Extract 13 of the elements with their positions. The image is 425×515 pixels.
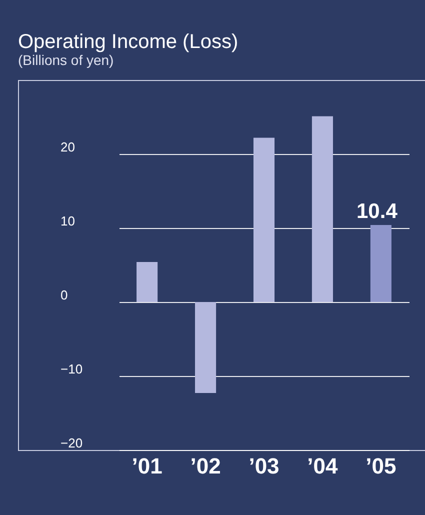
- x-tick-label: ’04: [307, 454, 339, 478]
- y-tick-label: −20: [60, 436, 83, 450]
- chart-title: Operating Income (Loss): [18, 31, 238, 53]
- y-tick-label: 10: [60, 214, 75, 228]
- chart-subtitle: (Billions of yen): [18, 52, 114, 68]
- x-tick-label: ’02: [190, 454, 221, 478]
- x-tick-label: ’05: [366, 454, 396, 478]
- x-tick-label: ’03: [248, 454, 280, 478]
- y-tick-label: −10: [60, 362, 83, 376]
- data-label: 10.4: [356, 200, 398, 224]
- y-tick-label: 20: [60, 140, 75, 154]
- x-tick-label: ’01: [132, 454, 162, 478]
- y-tick-label: 0: [60, 288, 68, 302]
